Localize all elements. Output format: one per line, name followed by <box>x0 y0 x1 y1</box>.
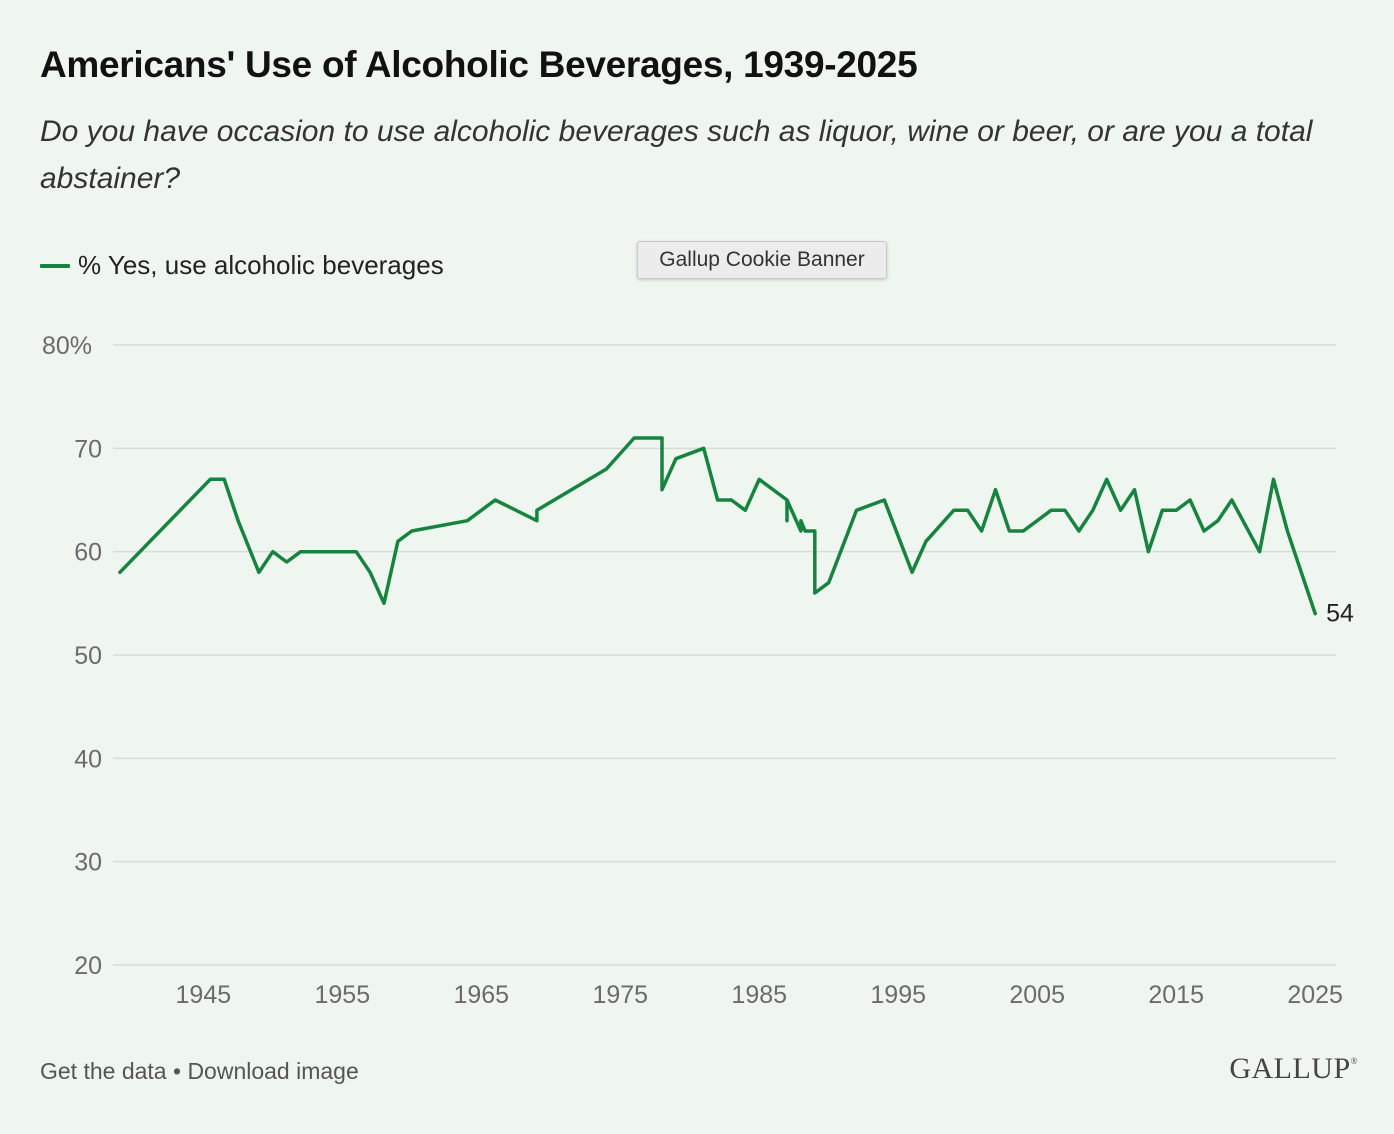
x-tick-label: 2015 <box>1148 981 1204 1009</box>
x-tick-label: 2025 <box>1287 981 1343 1009</box>
cookie-banner-button[interactable]: Gallup Cookie Banner <box>637 241 887 279</box>
chart-title: Americans' Use of Alcoholic Beverages, 1… <box>40 44 918 85</box>
legend-line-swatch <box>40 263 70 268</box>
x-tick-label: 1995 <box>870 981 926 1009</box>
legend-label: % Yes, use alcoholic beverages <box>78 250 444 280</box>
footer-links: Get the data • Download image <box>40 1058 359 1085</box>
footer-separator: • <box>172 1058 182 1084</box>
x-tick-label: 1975 <box>592 981 648 1009</box>
y-tick-label: 40 <box>74 745 102 773</box>
gallup-logo: GALLUP® <box>1229 1052 1358 1086</box>
y-tick-label: 50 <box>74 642 102 670</box>
x-tick-label: 1965 <box>453 981 509 1009</box>
legend: % Yes, use alcoholic beverages <box>40 250 444 281</box>
registered-mark: ® <box>1350 1056 1358 1066</box>
y-tick-label: 70 <box>74 435 102 463</box>
y-tick-label: 80% <box>42 332 92 360</box>
download-image-link[interactable]: Download image <box>187 1058 359 1084</box>
y-tick-label: 60 <box>74 539 102 567</box>
chart-subtitle: Do you have occasion to use alcoholic be… <box>40 115 1313 195</box>
gallup-logo-text: GALLUP <box>1229 1052 1351 1085</box>
x-tick-label: 1945 <box>176 981 232 1009</box>
end-value-label: 54 <box>1326 600 1354 628</box>
get-data-link[interactable]: Get the data <box>40 1058 167 1084</box>
x-tick-label: 2005 <box>1009 981 1065 1009</box>
y-tick-label: 20 <box>74 952 102 980</box>
y-tick-label: 30 <box>74 849 102 877</box>
x-tick-label: 1985 <box>731 981 787 1009</box>
series-line <box>118 436 1317 616</box>
x-tick-label: 1955 <box>315 981 371 1009</box>
